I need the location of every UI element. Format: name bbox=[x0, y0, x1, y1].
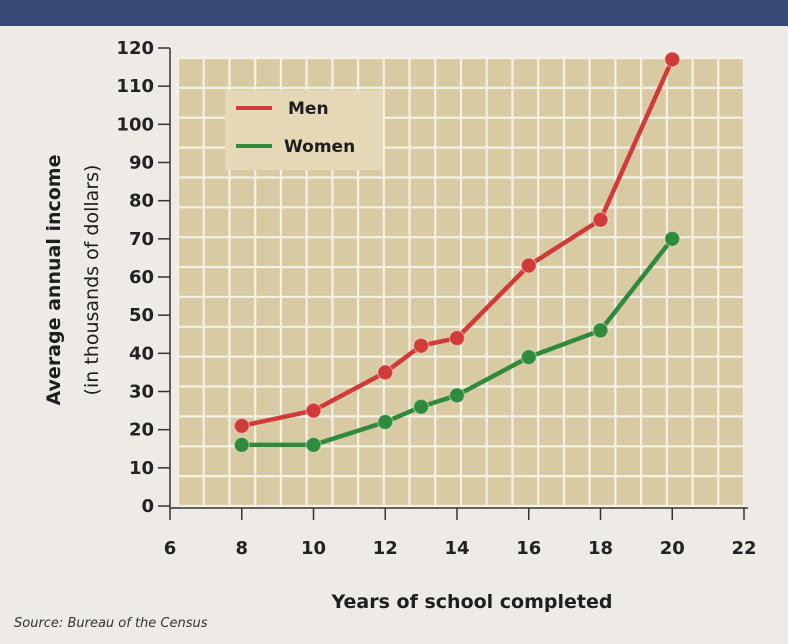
data-point-women bbox=[377, 413, 394, 431]
data-point-women bbox=[664, 230, 681, 248]
y-tick-label: 100 bbox=[116, 114, 154, 135]
legend-label-women: Women bbox=[284, 137, 355, 157]
series-line-women bbox=[241, 237, 675, 448]
data-point-men bbox=[592, 211, 609, 228]
x-tick-label: 8 bbox=[235, 538, 248, 559]
x-tick-label: 16 bbox=[516, 538, 541, 559]
y-tick-label: 50 bbox=[129, 305, 154, 326]
x-tick-label: 18 bbox=[588, 538, 613, 559]
y-tick-label: 30 bbox=[129, 382, 154, 403]
legend: Men Women bbox=[225, 90, 383, 170]
data-point-men bbox=[448, 329, 466, 347]
y-tick-label: 0 bbox=[141, 496, 154, 517]
source-note: Source: Bureau of the Census bbox=[14, 616, 208, 631]
legend-label-men: Men bbox=[288, 99, 329, 119]
x-tick-label: 20 bbox=[660, 538, 685, 559]
data-point-men bbox=[305, 402, 322, 419]
series-line-men bbox=[241, 58, 675, 429]
data-point-women bbox=[520, 348, 537, 366]
series-layer bbox=[233, 51, 681, 454]
y-tick-label: 60 bbox=[129, 267, 154, 288]
data-point-women bbox=[412, 398, 430, 416]
y-tick-label: 70 bbox=[129, 229, 154, 250]
axes: 0 10 20 30 40 50 60 70 80 90 100 110 120 6 8 10 12 14 16 18… bbox=[116, 38, 756, 559]
y-axis-subtitle: (in thousands of dollars) bbox=[81, 165, 103, 396]
y-tick-label: 10 bbox=[129, 458, 154, 479]
x-tick-label: 22 bbox=[731, 538, 756, 559]
x-tick-label: 14 bbox=[444, 538, 469, 559]
y-tick-label: 40 bbox=[129, 343, 154, 364]
x-tick-label: 12 bbox=[373, 538, 398, 559]
y-tick-label: 90 bbox=[129, 153, 154, 174]
header-band bbox=[0, 0, 788, 26]
data-point-men bbox=[412, 337, 430, 354]
data-point-men bbox=[233, 417, 250, 435]
x-tick-label: 6 bbox=[164, 538, 177, 559]
data-point-women bbox=[448, 387, 466, 404]
x-axis-title: Years of school completed bbox=[331, 591, 613, 613]
legend-box bbox=[225, 90, 383, 170]
data-point-women bbox=[592, 322, 609, 339]
data-point-men bbox=[664, 51, 681, 68]
data-point-women bbox=[233, 436, 250, 454]
x-tick-label: 10 bbox=[301, 538, 326, 559]
y-axis-title: Average annual income bbox=[43, 155, 65, 406]
y-tick-label: 110 bbox=[116, 76, 154, 97]
y-tick-label: 120 bbox=[116, 38, 154, 59]
data-point-men bbox=[377, 364, 394, 381]
y-tick-label: 20 bbox=[129, 420, 154, 441]
data-point-women bbox=[305, 436, 322, 454]
y-tick-label: 80 bbox=[129, 191, 154, 212]
data-point-men bbox=[520, 257, 537, 274]
